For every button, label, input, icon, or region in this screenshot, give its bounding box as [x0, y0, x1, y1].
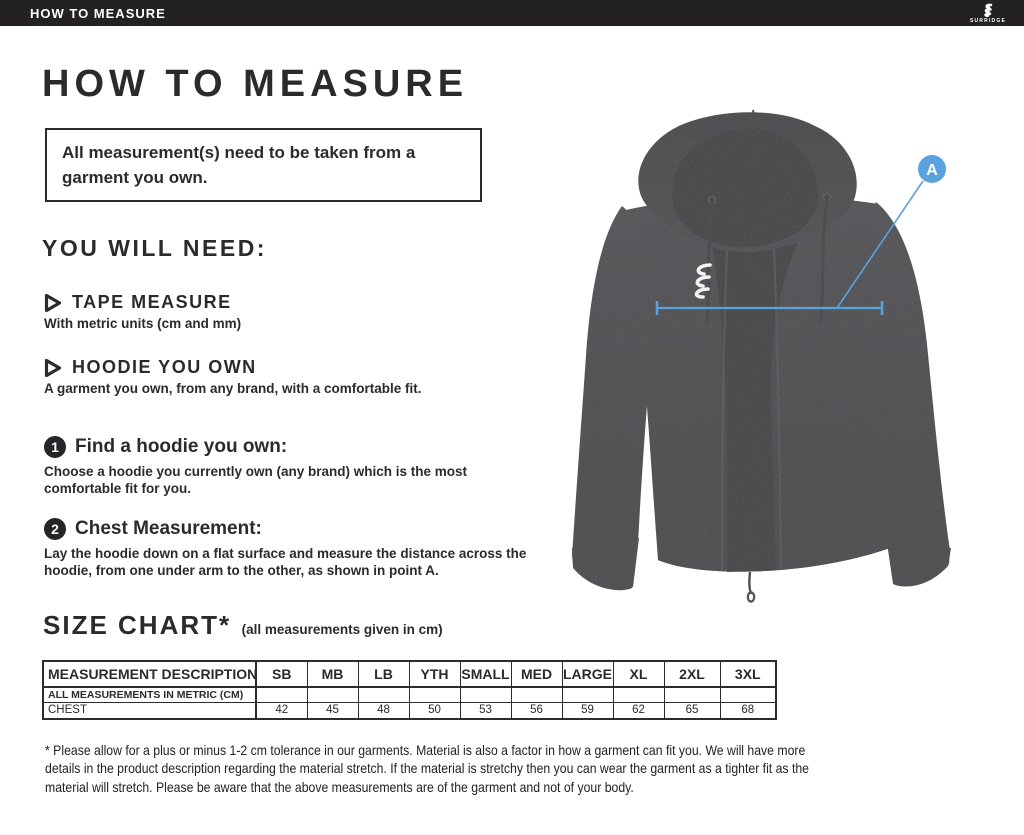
marker-pointer-line	[836, 180, 924, 309]
triangle-bullet-icon	[44, 293, 62, 312]
brand-logo: SURRIDGE	[960, 3, 1016, 24]
marker-a-label: A	[926, 162, 938, 179]
size-chart-table: MEASUREMENT DESCRIPTION SB MB LB YTH SMA…	[42, 660, 777, 720]
need-item-title: HOODIE YOU OWN	[72, 357, 257, 377]
empty-cell	[306, 686, 359, 703]
surridge-chest-logo-icon	[694, 263, 712, 299]
empty-cell	[663, 686, 721, 703]
row-label: CHEST	[42, 701, 257, 720]
need-item-description: A garment you own, from any brand, with …	[44, 381, 422, 396]
empty-cell	[561, 686, 614, 703]
empty-cell	[510, 686, 563, 703]
empty-cell	[612, 686, 665, 703]
hoodie-illustration	[572, 109, 951, 603]
need-item-description: With metric units (cm and mm)	[44, 316, 242, 331]
triangle-bullet-icon	[44, 358, 62, 377]
column-header: MEASUREMENT DESCRIPTION	[42, 660, 257, 688]
column-header: SB	[255, 660, 308, 688]
chest-measurement-annotation: A	[655, 155, 946, 315]
step-1: 1 Find a hoodie you own: Choose a hoodie…	[44, 436, 549, 498]
note-cell: ALL MEASUREMENTS IN METRIC (CM)	[42, 686, 257, 703]
step-description: Choose a hoodie you currently own (any b…	[44, 464, 468, 496]
column-header: XL	[612, 660, 665, 688]
value-cell: 50	[408, 701, 461, 720]
value-cell: 48	[357, 701, 410, 720]
step-title: Find a hoodie you own:	[75, 436, 288, 457]
page-title: HOW TO MEASURE	[42, 63, 469, 105]
value-cell: 68	[719, 701, 777, 720]
column-header: YTH	[408, 660, 461, 688]
modal-title: HOW TO MEASURE	[30, 5, 166, 21]
step-number-badge: 1	[44, 436, 66, 458]
empty-cell	[357, 686, 410, 703]
step-description: Lay the hoodie down on a flat surface an…	[44, 546, 527, 578]
empty-cell	[408, 686, 461, 703]
value-cell: 65	[663, 701, 721, 720]
value-cell: 53	[459, 701, 512, 720]
column-header: LARGE	[561, 660, 614, 688]
column-header: LB	[357, 660, 410, 688]
table-row-chest: CHEST 42 45 48 50 53 56 59 62 65 68	[42, 701, 777, 720]
size-chart-subtitle: (all measurements given in cm)	[241, 622, 443, 637]
column-header: 2XL	[663, 660, 721, 688]
value-cell: 56	[510, 701, 563, 720]
surridge-s-icon	[984, 3, 993, 17]
column-header: MB	[306, 660, 359, 688]
step-title: Chest Measurement:	[75, 518, 262, 539]
value-cell: 62	[612, 701, 665, 720]
empty-cell	[459, 686, 512, 703]
column-header: SMALL	[459, 660, 512, 688]
value-cell: 59	[561, 701, 614, 720]
need-item-tape-measure: TAPE MEASURE With metric units (cm and m…	[44, 292, 544, 331]
step-2: 2 Chest Measurement: Lay the hoodie down…	[44, 518, 549, 580]
column-header: MED	[510, 660, 563, 688]
size-chart-heading: SIZE CHART* (all measurements given in c…	[43, 610, 443, 641]
column-header: 3XL	[719, 660, 777, 688]
table-note-row: ALL MEASUREMENTS IN METRIC (CM)	[42, 686, 777, 703]
size-chart-title: SIZE CHART*	[43, 610, 232, 640]
empty-cell	[719, 686, 777, 703]
you-will-need-heading: YOU WILL NEED:	[42, 235, 267, 261]
value-cell: 45	[306, 701, 359, 720]
need-item-title: TAPE MEASURE	[72, 292, 232, 312]
disclaimer-text: * Please allow for a plus or minus 1-2 c…	[45, 742, 809, 795]
value-cell: 42	[255, 701, 308, 720]
step-number-badge: 2	[44, 518, 66, 540]
hoodie-measurement-diagram: A	[572, 109, 951, 603]
brand-name: SURRIDGE	[970, 17, 1006, 24]
modal-header: HOW TO MEASURE SURRIDGE	[0, 0, 1024, 26]
need-item-hoodie: HOODIE YOU OWN A garment you own, from a…	[44, 357, 544, 396]
table-header-row: MEASUREMENT DESCRIPTION SB MB LB YTH SMA…	[42, 660, 777, 688]
empty-cell	[255, 686, 308, 703]
marker-a-circle	[918, 155, 946, 183]
notice-box: All measurement(s) need to be taken from…	[45, 128, 482, 202]
